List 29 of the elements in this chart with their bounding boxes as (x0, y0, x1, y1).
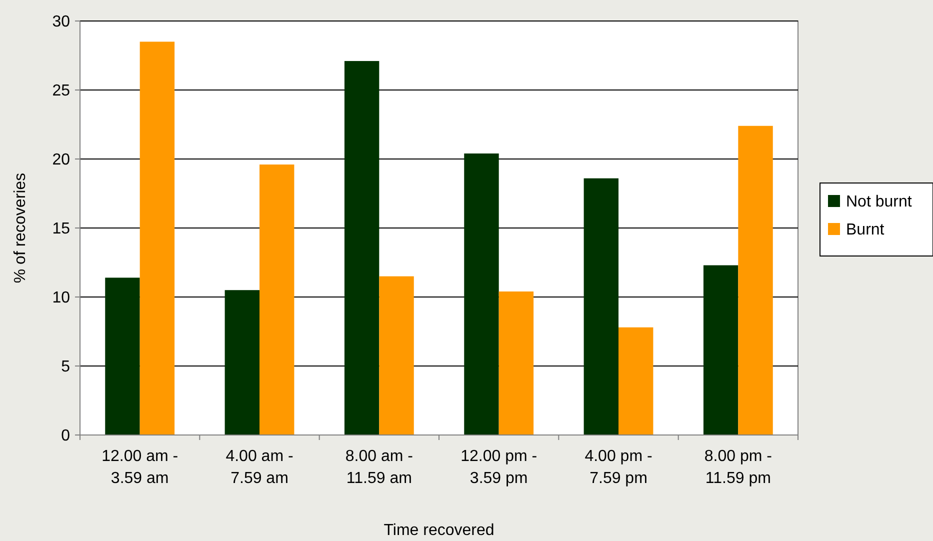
legend-label: Not burnt (846, 194, 912, 211)
bar (344, 61, 380, 435)
bar (260, 164, 294, 435)
y-tick-label: 30 (52, 14, 70, 31)
y-tick-label: 10 (52, 290, 70, 307)
bar (584, 178, 618, 435)
y-tick-label: 20 (52, 152, 70, 169)
x-tick-label: 4.00 am - 7.59 am (226, 448, 294, 487)
x-tick-label: 8.00 pm - 11.59 pm (704, 448, 772, 487)
x-axis-title: Time recovered (384, 522, 494, 539)
bar (703, 265, 738, 435)
bar (498, 291, 534, 435)
bar (379, 276, 414, 435)
y-tick-label: 5 (61, 358, 70, 376)
x-tick-label: 12.00 pm - 3.59 pm (460, 448, 538, 487)
y-tick-label: 15 (52, 220, 70, 238)
bar (224, 290, 260, 435)
y-tick-label: 0 (61, 428, 70, 445)
bar (105, 278, 140, 435)
x-tick-label: 12.00 am - 3.59 am (102, 448, 178, 487)
y-tick-label: 25 (52, 82, 70, 100)
x-tick-label: 4.00 pm - 7.59 pm (584, 448, 652, 487)
bar (738, 126, 773, 435)
bar (618, 327, 654, 435)
bar (140, 42, 175, 435)
bar (464, 153, 499, 435)
x-tick-label: 8.00 am - 11.59 am (345, 448, 413, 487)
y-axis-title: % of recoveries (12, 172, 29, 284)
legend-label: Burnt (846, 222, 885, 239)
